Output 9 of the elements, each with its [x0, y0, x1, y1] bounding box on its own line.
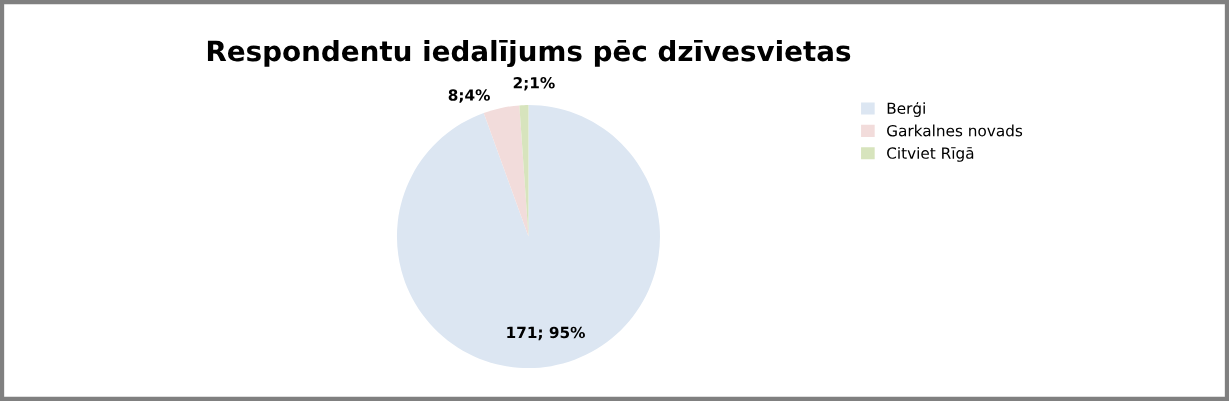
chart-title: Respondentu iedalījums pēc dzīvesvietas [207, 39, 851, 68]
legend-label: Citviet Rīgā [887, 147, 974, 162]
data-label: 8;4% [448, 89, 490, 103]
data-label: 2;1% [513, 76, 555, 91]
data-label: 171; 95% [507, 326, 585, 341]
pie-slice [396, 105, 660, 369]
pie-slice [483, 105, 529, 237]
legend-label: Berģi [887, 101, 925, 117]
legend-label: Garkalnes novads [887, 124, 1023, 137]
